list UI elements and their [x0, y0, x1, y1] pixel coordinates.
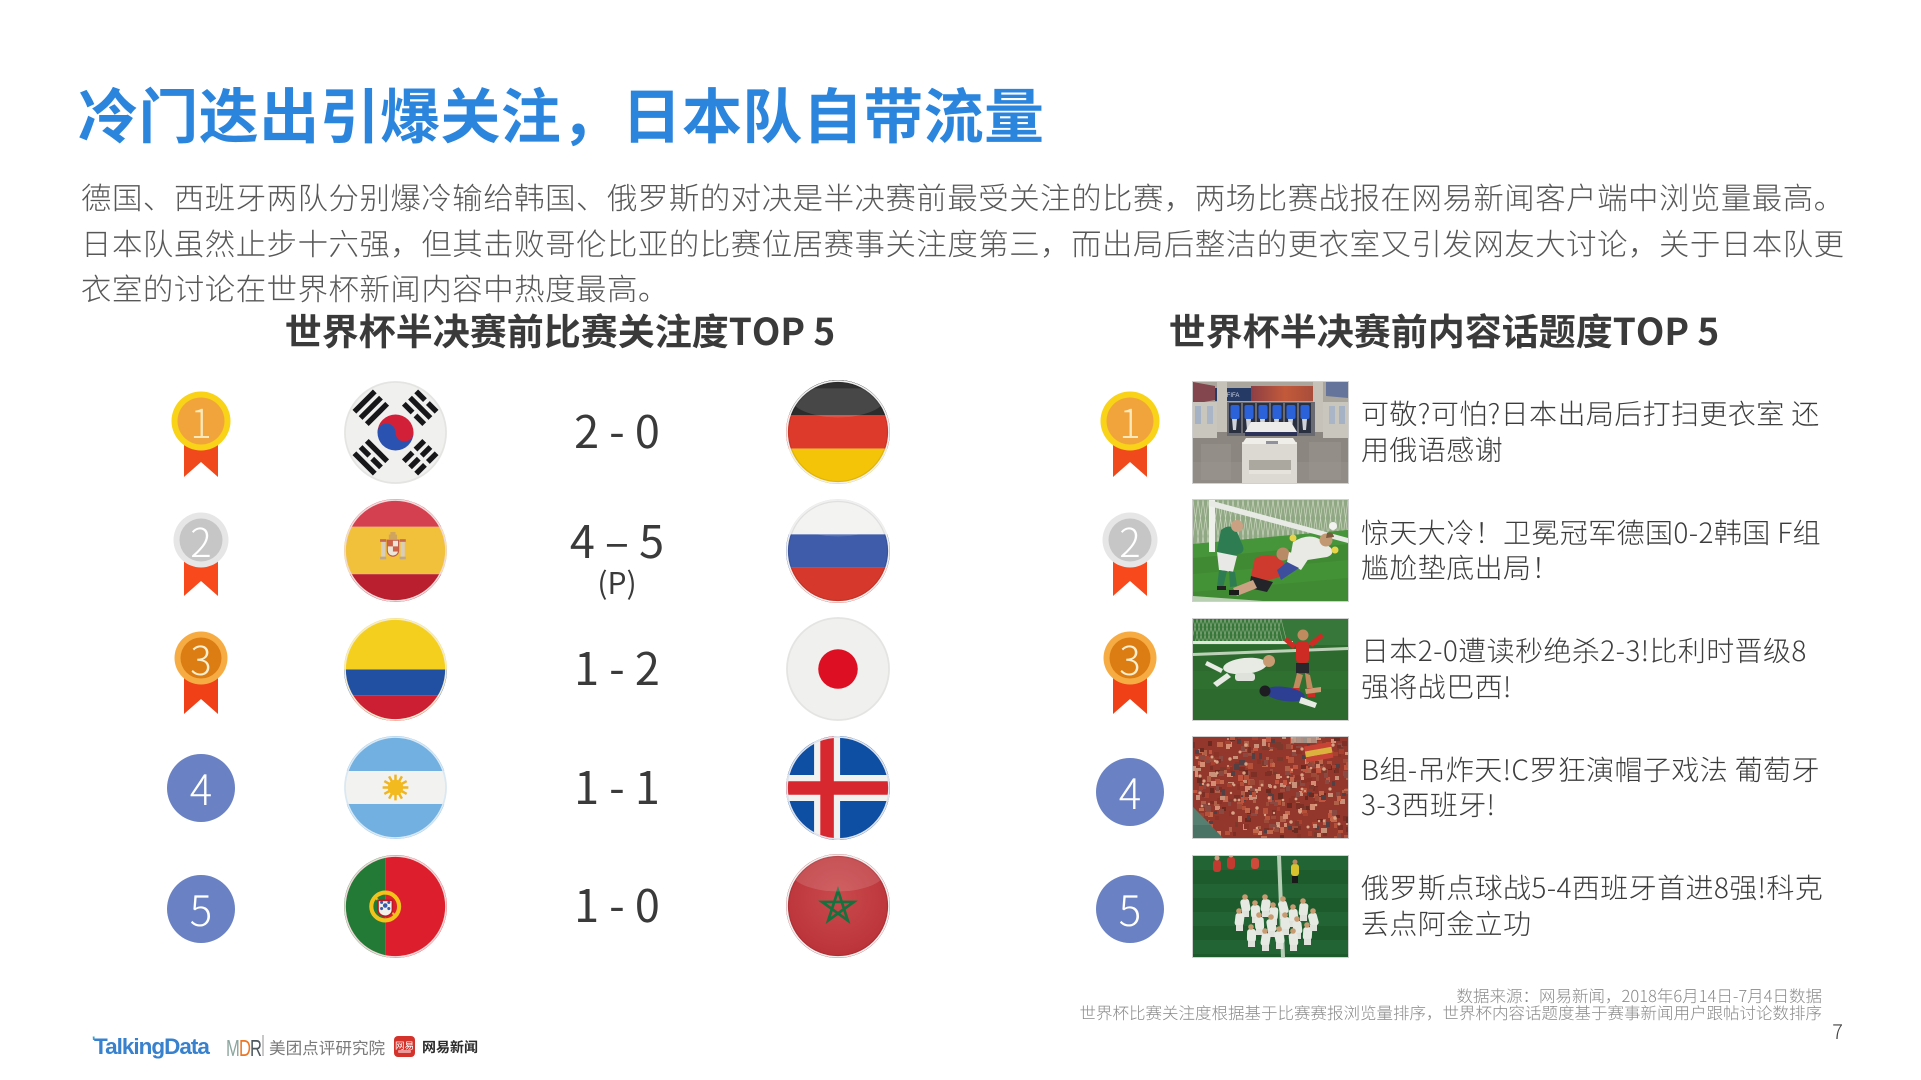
svg-text:3: 3 [1119, 629, 1140, 687]
svg-text:1: 1 [1119, 392, 1140, 450]
svg-text:FIFA: FIFA [1227, 393, 1240, 399]
svg-text:2: 2 [1119, 511, 1140, 569]
svg-text:1: 1 [190, 392, 211, 450]
svg-text:2: 2 [190, 511, 211, 569]
svg-text:3: 3 [190, 629, 211, 687]
